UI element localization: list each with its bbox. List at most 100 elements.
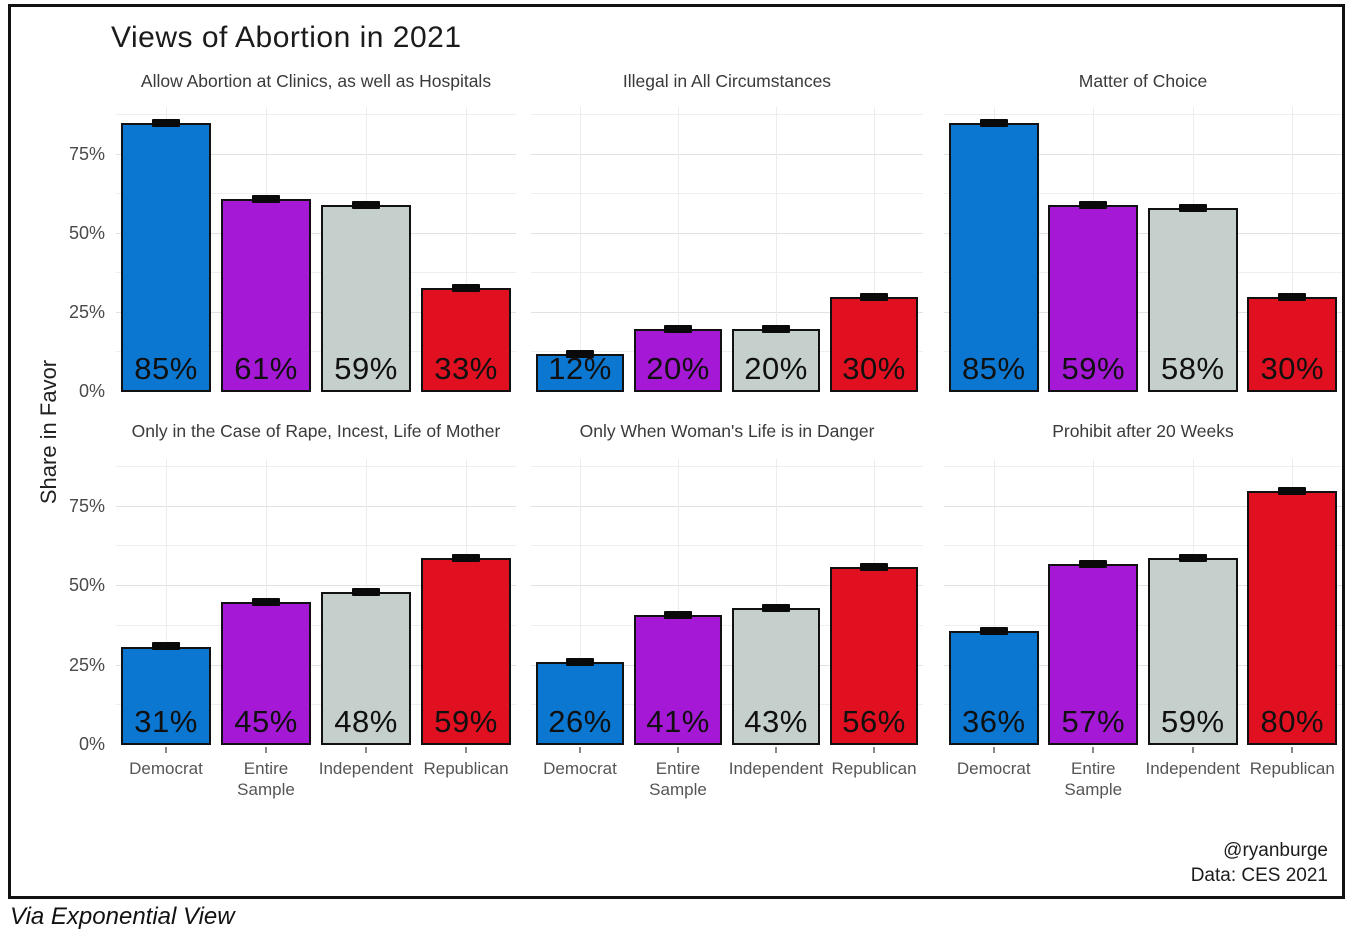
y-axis-label: 0% bbox=[78, 381, 105, 401]
x-axis-label: Independent bbox=[318, 759, 414, 778]
bar-value-label: 43% bbox=[744, 704, 808, 739]
gridline bbox=[531, 351, 923, 353]
gridline bbox=[116, 505, 516, 507]
gridline bbox=[944, 624, 1342, 626]
x-axis-tick bbox=[873, 747, 875, 753]
gridline bbox=[531, 505, 923, 507]
y-axis-label: 0% bbox=[78, 734, 105, 754]
error-bar bbox=[860, 293, 888, 301]
gridline bbox=[531, 113, 923, 115]
gridline bbox=[116, 624, 516, 626]
gridline bbox=[944, 232, 1342, 234]
bar-democrat bbox=[948, 122, 1039, 392]
bar-value-label: 33% bbox=[434, 351, 498, 386]
error-bar bbox=[860, 563, 888, 572]
gridline bbox=[993, 459, 995, 745]
error-bar bbox=[664, 324, 692, 333]
gridline bbox=[531, 585, 923, 587]
bar-independent bbox=[1147, 557, 1238, 745]
gridline bbox=[944, 505, 1342, 507]
gridline bbox=[116, 545, 516, 547]
facet-title: Only When Woman's Life is in Danger bbox=[579, 421, 875, 441]
x-axis-tick bbox=[677, 747, 679, 753]
x-axis-label: Republican bbox=[423, 759, 509, 778]
x-axis-label: Entire Sample bbox=[649, 759, 707, 800]
bar-entire-sample bbox=[221, 198, 311, 392]
bar-value-label: 58% bbox=[1160, 351, 1225, 386]
facet-panel: 36% 57% 59% 80% bbox=[944, 459, 1342, 745]
bar-entire-sample bbox=[1048, 563, 1139, 745]
error-bar bbox=[1079, 201, 1108, 210]
bar-value-label: 20% bbox=[646, 351, 710, 386]
gridline bbox=[466, 107, 467, 392]
gridline bbox=[580, 459, 581, 745]
x-axis-label: Independent bbox=[728, 759, 824, 778]
error-bar bbox=[1178, 204, 1207, 213]
gridline bbox=[678, 459, 679, 745]
error-bar bbox=[152, 642, 180, 651]
facet-title: Allow Abortion at Clinics, as well as Ho… bbox=[140, 71, 492, 91]
bar-value-label: 59% bbox=[1061, 351, 1126, 386]
gridline bbox=[116, 704, 516, 706]
bar-value-label: 59% bbox=[334, 351, 398, 386]
gridline bbox=[944, 272, 1342, 274]
bar-entire-sample bbox=[1048, 205, 1139, 392]
y-axis-label: 25% bbox=[68, 654, 105, 675]
y-axis-label: 75% bbox=[68, 143, 105, 164]
bar-republican bbox=[421, 287, 511, 392]
bar-democrat bbox=[121, 646, 211, 745]
error-bar bbox=[1178, 553, 1207, 562]
error-bar bbox=[1278, 293, 1307, 301]
chart-frame: Views of Abortion in 2021 Share in Favor… bbox=[8, 4, 1345, 899]
x-axis-tick bbox=[265, 747, 267, 753]
gridline bbox=[166, 459, 167, 745]
gridline bbox=[531, 664, 923, 666]
error-bar bbox=[1079, 559, 1108, 568]
bar-democrat bbox=[535, 662, 625, 745]
bar-value-label: 20% bbox=[744, 351, 808, 386]
x-axis-tick bbox=[1092, 747, 1095, 753]
error-bar bbox=[352, 588, 380, 597]
bar-value-label: 36% bbox=[961, 704, 1026, 739]
gridline bbox=[944, 351, 1342, 353]
gridline bbox=[776, 459, 777, 745]
error-bar bbox=[979, 626, 1008, 635]
bar-value-label: 26% bbox=[548, 704, 612, 739]
caption-source: Data: CES 2021 bbox=[1190, 864, 1328, 886]
facet-panel: 12% 20% 20% 30% bbox=[531, 107, 923, 392]
x-axis-tick bbox=[992, 747, 995, 753]
bar-value-label: 45% bbox=[234, 704, 298, 739]
error-bar bbox=[664, 610, 692, 619]
gridline bbox=[116, 113, 516, 115]
bar-value-label: 80% bbox=[1260, 704, 1325, 739]
gridline bbox=[531, 624, 923, 626]
bar-entire-sample bbox=[633, 614, 723, 745]
gridline bbox=[874, 107, 875, 392]
bar-value-label: 85% bbox=[134, 351, 198, 386]
caption-handle: @ryanburge bbox=[1223, 840, 1328, 861]
gridline bbox=[116, 465, 516, 467]
y-axis-label: 50% bbox=[68, 575, 105, 596]
error-bar bbox=[452, 553, 480, 562]
bar-value-label: 12% bbox=[548, 351, 612, 386]
error-bar bbox=[252, 194, 280, 203]
gridline bbox=[531, 153, 923, 155]
x-axis-label: Independent bbox=[1145, 759, 1241, 778]
error-bar bbox=[1278, 486, 1307, 495]
gridline bbox=[944, 113, 1342, 115]
bar-value-label: 48% bbox=[334, 704, 398, 739]
bar-independent bbox=[321, 205, 411, 392]
bar-value-label: 31% bbox=[134, 704, 198, 739]
facet-panel: 85% 61% 59% 33% bbox=[116, 107, 516, 392]
footer-attribution: Via Exponential View bbox=[10, 903, 235, 930]
gridline bbox=[944, 545, 1342, 547]
error-bar bbox=[252, 598, 280, 606]
gridline bbox=[944, 153, 1342, 155]
bar-value-label: 85% bbox=[961, 351, 1026, 386]
gridline bbox=[116, 311, 516, 313]
gridline bbox=[116, 585, 516, 587]
x-axis-label: Republican bbox=[831, 759, 917, 778]
bar-democrat bbox=[948, 630, 1039, 745]
gridline bbox=[580, 107, 581, 392]
